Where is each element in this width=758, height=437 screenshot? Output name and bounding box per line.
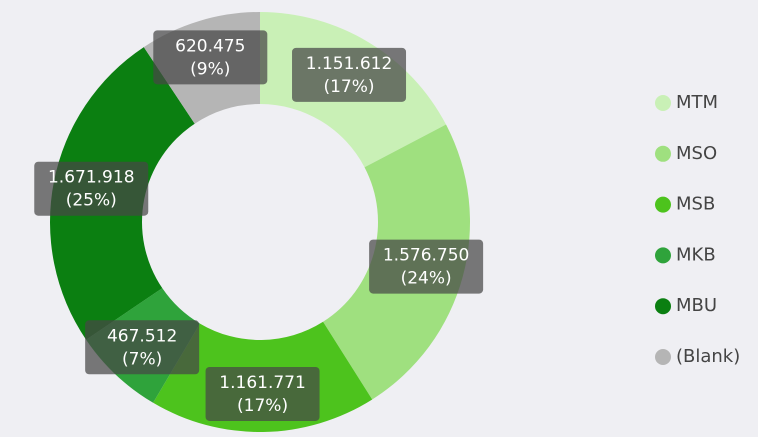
data-label-value: 467.512 xyxy=(107,326,177,346)
data-label-box xyxy=(34,161,149,216)
data-label-percent: (7%) xyxy=(122,349,162,369)
legend-swatch xyxy=(655,247,671,264)
legend-swatch xyxy=(655,145,671,162)
data-label-percent: (9%) xyxy=(190,59,230,79)
legend-swatch xyxy=(655,298,671,315)
data-label-box xyxy=(292,47,407,102)
data-label-box xyxy=(369,239,484,294)
legend-label: MTM xyxy=(676,92,718,113)
data-label: 1.671.918 (25%) xyxy=(34,161,149,216)
data-label: 620.475 (9%) xyxy=(153,30,268,85)
legend-label: (Blank) xyxy=(676,346,740,367)
data-label-box xyxy=(153,30,268,85)
data-label-value: 1.151.612 xyxy=(306,54,393,74)
legend-label: MSO xyxy=(676,143,717,164)
data-label-percent: (17%) xyxy=(323,77,374,97)
data-label: 1.151.612 (17%) xyxy=(292,47,407,102)
legend-swatch xyxy=(655,95,671,111)
data-label-percent: (17%) xyxy=(237,396,288,416)
legend-swatch xyxy=(655,349,671,365)
data-label-percent: (24%) xyxy=(401,269,452,289)
data-label-box xyxy=(205,366,320,421)
data-label-value: 1.671.918 xyxy=(48,168,135,188)
legend-label: MSB xyxy=(676,194,715,215)
data-label: 1.161.771 (17%) xyxy=(205,366,320,421)
data-label-percent: (25%) xyxy=(66,191,117,211)
data-label: 1.576.750 (24%) xyxy=(369,239,484,294)
data-label-value: 1.161.771 xyxy=(219,373,306,393)
data-label-value: 620.475 xyxy=(175,36,245,56)
data-label-value: 1.576.750 xyxy=(383,246,470,266)
legend-swatch xyxy=(655,196,671,213)
legend-label: MBU xyxy=(676,295,717,316)
legend-label: MKB xyxy=(676,244,716,265)
data-label: 467.512 (7%) xyxy=(85,320,200,375)
data-label-box xyxy=(85,320,200,375)
